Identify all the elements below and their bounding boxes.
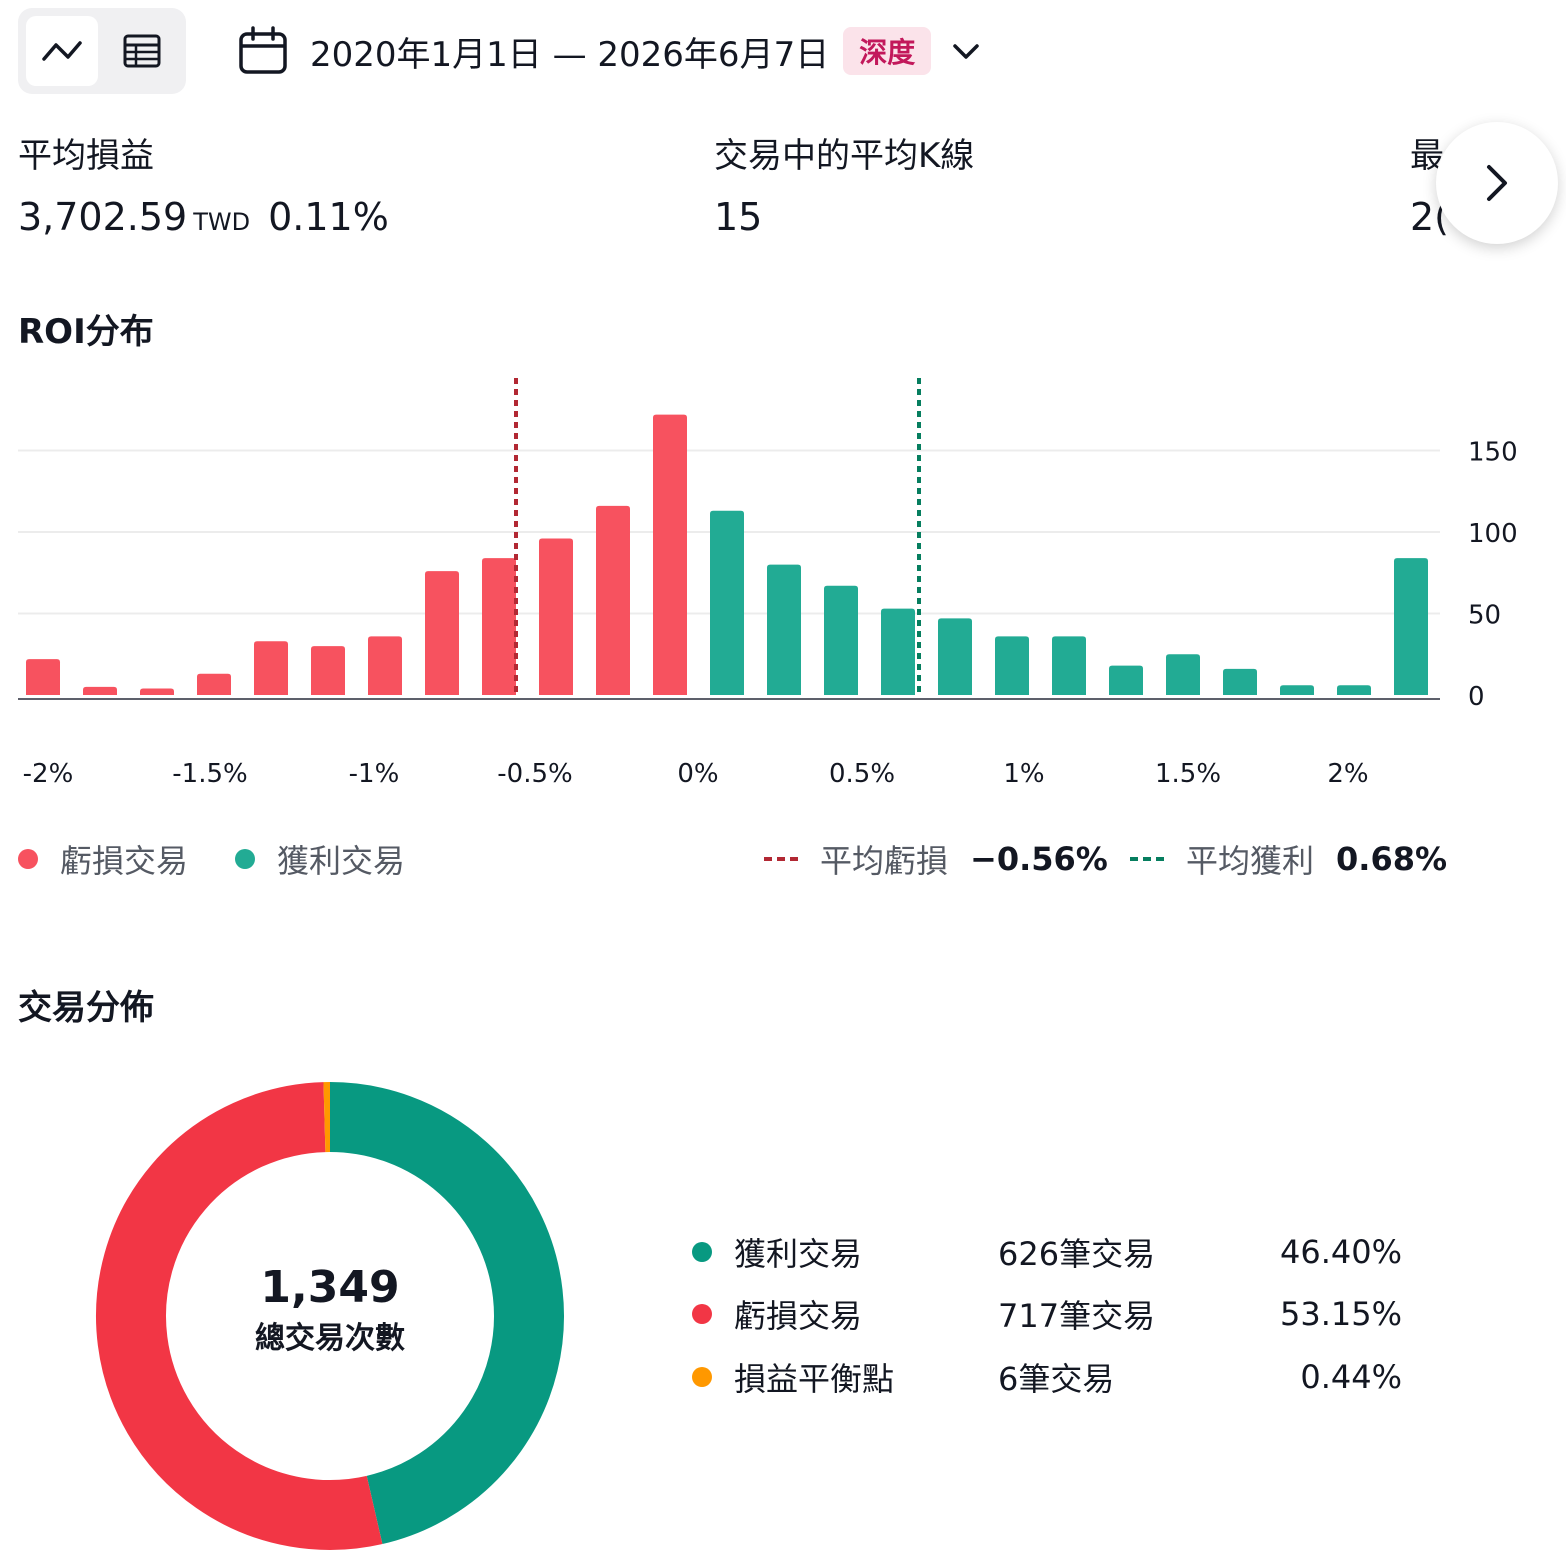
- legend-avg-loss: 平均虧損 −0.56%: [764, 836, 1108, 882]
- histogram-bar: [1166, 654, 1200, 695]
- histogram-bar: [1109, 666, 1143, 695]
- histogram-bar: [482, 558, 516, 695]
- histogram-bar: [938, 618, 972, 695]
- chart-view-button[interactable]: [26, 16, 98, 86]
- histogram-bar: [83, 687, 117, 695]
- chevron-down-icon: [951, 41, 981, 61]
- histogram-bar: [653, 415, 687, 695]
- profit-dot-icon: [235, 849, 255, 869]
- distribution-row-profit: 獲利交易 626筆交易 46.40%: [692, 1227, 1422, 1277]
- roi-section-title: ROI分布: [18, 304, 154, 353]
- row-count: 717筆交易: [998, 1291, 1238, 1337]
- total-trades-label: 總交易次數: [170, 1313, 490, 1357]
- histogram-bar: [710, 511, 744, 695]
- row-percent: 53.15%: [1238, 1295, 1402, 1333]
- legend-profit-trades: 獲利交易: [235, 836, 405, 882]
- metric-label: 平均損益: [18, 128, 389, 177]
- avg-pnl-value: 3,702.59: [18, 195, 187, 239]
- donut-center: 1,349 總交易次數: [170, 1262, 490, 1357]
- histogram-bar: [1052, 636, 1086, 695]
- view-toggle: [18, 8, 186, 94]
- total-trades-value: 1,349: [170, 1262, 490, 1313]
- y-tick-label: 150: [1468, 438, 1518, 468]
- depth-badge: 深度: [843, 27, 931, 75]
- legend-avg-profit: 平均獲利 0.68%: [1130, 836, 1447, 882]
- histogram-bar: [596, 506, 630, 695]
- roi-histogram: 0 50 100 150 -2% -1.5% -1% -0.5% 0% 0.5% 1% 1.5% 2%: [0, 360, 1566, 800]
- histogram-bar: [368, 636, 402, 695]
- legend-label: 平均獲利: [1186, 836, 1314, 882]
- breakeven-dot-icon: [692, 1367, 712, 1387]
- x-tick-label: -2%: [23, 759, 74, 789]
- profit-dot-icon: [692, 1242, 712, 1262]
- row-count: 6筆交易: [998, 1354, 1238, 1400]
- table-view-button[interactable]: [106, 16, 178, 86]
- distribution-row-loss: 虧損交易 717筆交易 53.15%: [692, 1289, 1422, 1339]
- row-count: 626筆交易: [998, 1229, 1238, 1275]
- avg-pnl-percent: 0.11%: [268, 195, 389, 239]
- avg-bars-value: 15: [714, 195, 974, 239]
- histogram-bar: [995, 636, 1029, 695]
- x-tick-label: 2%: [1327, 759, 1368, 789]
- metric-avg-bars: 交易中的平均K線 15: [714, 128, 974, 239]
- scroll-next-button[interactable]: [1436, 122, 1558, 244]
- row-label: 獲利交易: [734, 1229, 862, 1275]
- x-tick-label: 1%: [1003, 759, 1044, 789]
- loss-dot-icon: [692, 1304, 712, 1324]
- line-chart-icon: [42, 39, 82, 63]
- histogram-bar: [311, 646, 345, 695]
- histogram-bar: [767, 565, 801, 695]
- histogram-bar: [1280, 685, 1314, 695]
- loss-dot-icon: [18, 849, 38, 869]
- calendar-icon: [238, 26, 288, 76]
- row-label: 損益平衡點: [734, 1354, 894, 1400]
- x-tick-label: 0%: [677, 759, 718, 789]
- y-tick-label: 50: [1468, 601, 1501, 631]
- histogram-bar: [197, 674, 231, 695]
- date-range-selector[interactable]: 2020年1月1日 — 2026年6月7日 深度: [238, 22, 981, 80]
- row-percent: 46.40%: [1238, 1233, 1402, 1271]
- histogram-bar: [140, 688, 174, 695]
- histogram-bar: [824, 586, 858, 695]
- x-tick-label: -0.5%: [497, 759, 572, 789]
- y-tick-label: 100: [1468, 519, 1518, 549]
- histogram-bar: [425, 571, 459, 695]
- chevron-right-icon: [1484, 163, 1510, 203]
- histogram-bar: [539, 539, 573, 695]
- histogram-bar: [26, 659, 60, 695]
- date-range-text: 2020年1月1日 — 2026年6月7日: [310, 27, 829, 76]
- dashed-line-icon: [764, 857, 798, 861]
- histogram-bar: [1394, 558, 1428, 695]
- avg-profit-value: 0.68%: [1336, 840, 1447, 878]
- x-tick-label: 1.5%: [1155, 759, 1221, 789]
- x-tick-label: 0.5%: [829, 759, 895, 789]
- legend-label: 虧損交易: [60, 836, 188, 882]
- x-tick-label: -1.5%: [172, 759, 247, 789]
- histogram-bar: [254, 641, 288, 695]
- row-label: 虧損交易: [734, 1291, 862, 1337]
- legend-loss-trades: 虧損交易: [18, 836, 188, 882]
- distribution-row-breakeven: 損益平衡點 6筆交易 0.44%: [692, 1352, 1422, 1402]
- legend-label: 獲利交易: [277, 836, 405, 882]
- metric-label: 交易中的平均K線: [714, 128, 974, 177]
- distribution-section-title: 交易分佈: [18, 980, 154, 1029]
- dashed-line-icon: [1130, 857, 1164, 861]
- y-tick-label: 0: [1468, 682, 1485, 712]
- table-icon: [123, 34, 161, 68]
- histogram-bar: [881, 609, 915, 695]
- x-tick-label: -1%: [349, 759, 400, 789]
- currency-unit: TWD: [193, 208, 250, 236]
- row-percent: 0.44%: [1238, 1358, 1402, 1396]
- avg-loss-value: −0.56%: [970, 840, 1108, 878]
- legend-label: 平均虧損: [820, 836, 948, 882]
- histogram-bar: [1223, 669, 1257, 695]
- histogram-bar: [1337, 685, 1371, 695]
